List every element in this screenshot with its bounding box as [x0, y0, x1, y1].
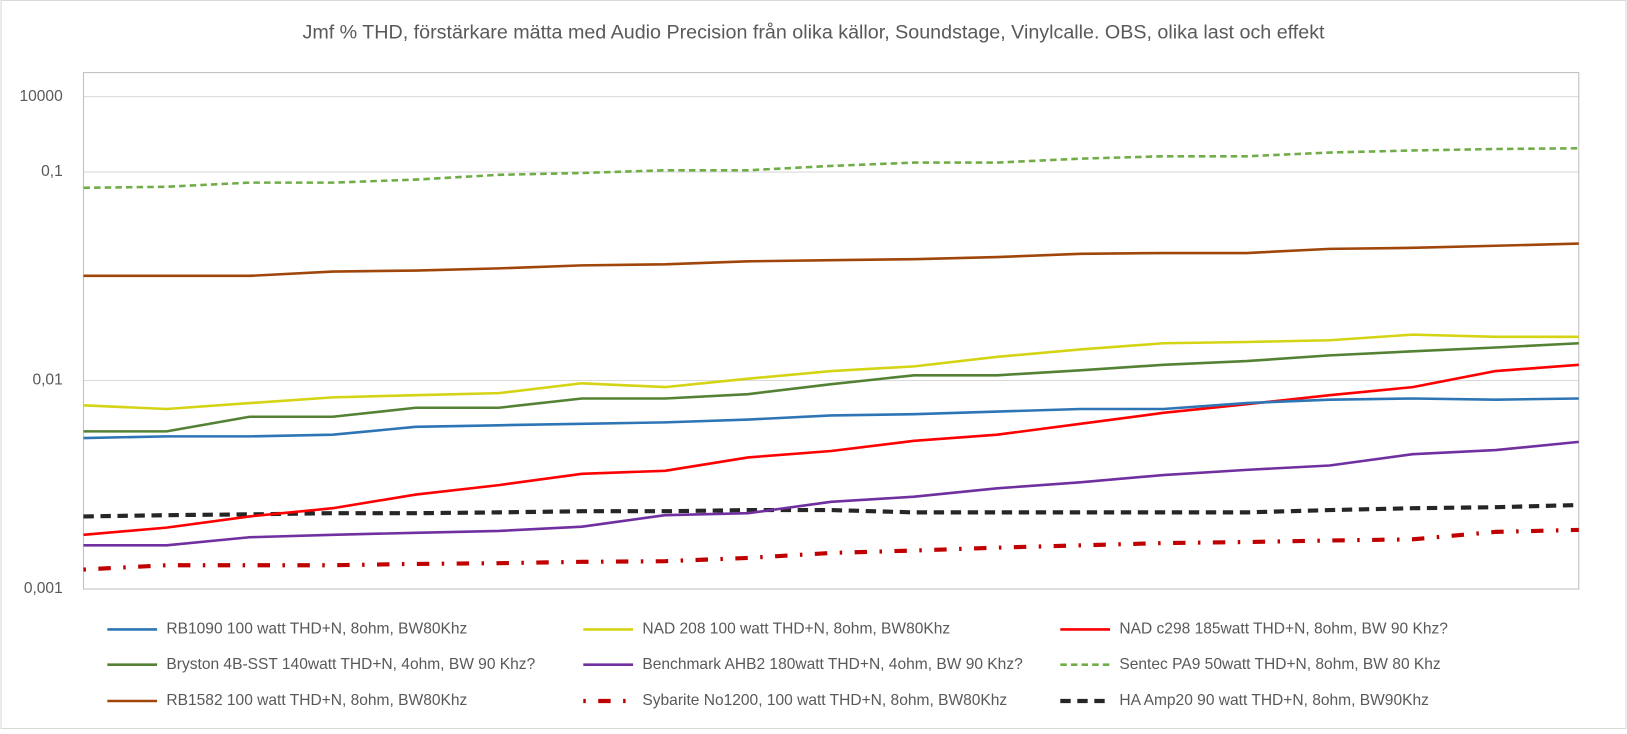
series-line	[83, 440, 1579, 547]
y-tick-label: 0,1	[41, 163, 63, 180]
series-line	[83, 146, 1579, 190]
series-line	[83, 397, 1579, 440]
y-tick-label: 10000	[19, 88, 63, 105]
legend-label: HA Amp20 90 watt THD+N, 8ohm, BW90Khz	[1119, 692, 1429, 709]
legend-label: Benchmark AHB2 180watt THD+N, 4ohm, BW 9…	[642, 656, 1023, 673]
legend-label: Bryston 4B-SST 140watt THD+N, 4ohm, BW 9…	[166, 656, 535, 673]
plot-area	[82, 72, 1580, 590]
legend-label: Sybarite No1200, 100 watt THD+N, 8ohm, B…	[642, 692, 1007, 709]
series-line	[83, 242, 1579, 278]
series-line	[83, 333, 1579, 411]
legend-label: NAD c298 185watt THD+N, 8ohm, BW 90 Khz?	[1119, 621, 1448, 638]
legend-label: Sentec PA9 50watt THD+N, 8ohm, BW 80 Khz	[1119, 656, 1440, 673]
series-line	[83, 502, 1579, 519]
series-line	[83, 363, 1579, 537]
series-line	[83, 341, 1579, 433]
y-tick-label: 0,01	[32, 372, 62, 389]
legend-label: RB1582 100 watt THD+N, 8ohm, BW80Khz	[166, 692, 467, 709]
legend-label: RB1090 100 watt THD+N, 8ohm, BW80Khz	[166, 621, 467, 638]
legend-label: NAD 208 100 watt THD+N, 8ohm, BW80Khz	[642, 621, 950, 638]
y-tick-label: 0,001	[24, 580, 63, 597]
chart-title: Jmf % THD, förstärkare mätta med Audio P…	[302, 21, 1325, 43]
